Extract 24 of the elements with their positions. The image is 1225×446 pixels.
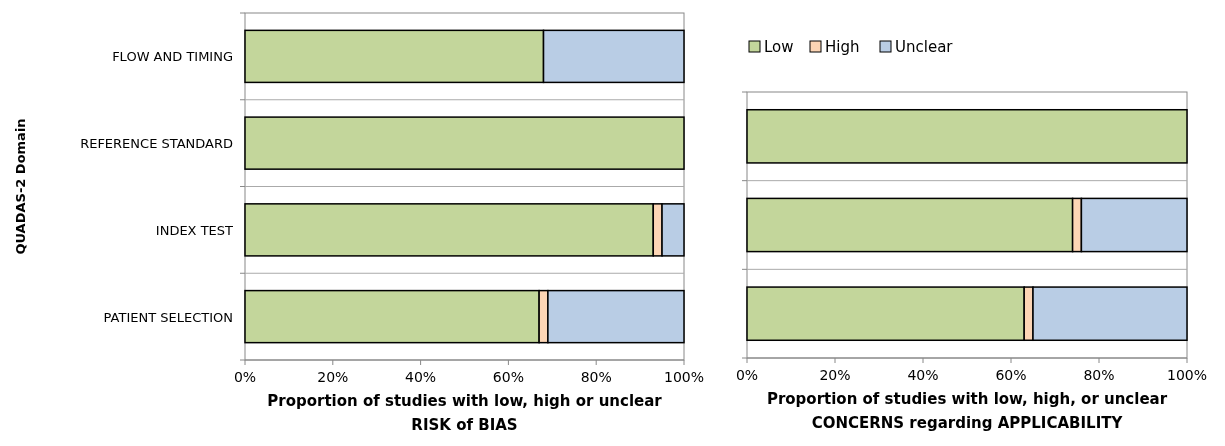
x-tick-label: 0%	[735, 367, 759, 383]
y-axis-title: QUADAS-2 Domain	[13, 118, 28, 255]
y-tick-label: INDEX TEST	[155, 222, 234, 238]
x-tick-label: 80%	[1083, 367, 1115, 383]
y-tick-label: FLOW AND TIMING	[112, 49, 233, 65]
y-tick-label: REFERENCE STANDARD	[80, 136, 233, 152]
x-tick-label: 40%	[907, 367, 939, 383]
x-axis-title: Proportion of studies with low, high or unclear RISK of BIAS	[267, 392, 663, 434]
legend-label: High	[825, 38, 860, 56]
x-tick-label: 0%	[233, 369, 257, 385]
bar	[244, 116, 685, 170]
x-tick-label: 80%	[580, 369, 612, 385]
x-tick-label: 100%	[663, 369, 705, 385]
bar	[746, 108, 1188, 164]
legend-label: Low	[764, 38, 794, 56]
x-tick-label: 40%	[405, 369, 437, 385]
y-tick-label: PATIENT SELECTION	[103, 309, 233, 325]
x-tick-label: 60%	[492, 369, 524, 385]
x-tick-label: 20%	[317, 369, 349, 385]
x-tick-label: 100%	[1166, 367, 1208, 383]
legend-label: Unclear	[895, 38, 954, 56]
x-axis-title: Proportion of studies with low, high, or unclear CONCERNS regarding APPLICABILITY	[766, 390, 1168, 432]
x-tick-label: 60%	[995, 367, 1027, 383]
x-tick-label: 20%	[819, 367, 851, 383]
